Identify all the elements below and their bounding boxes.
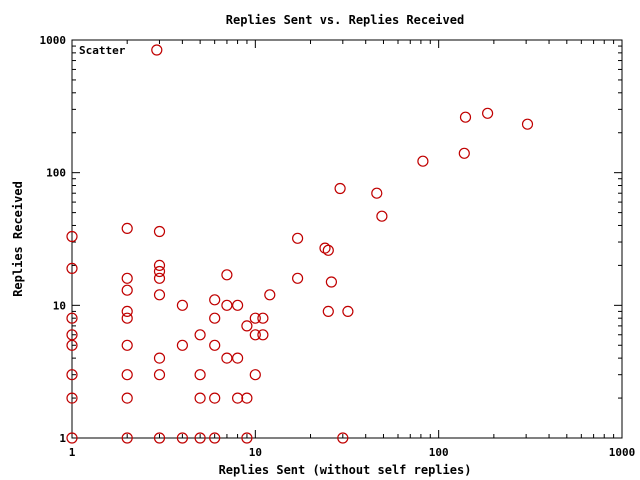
data-point (325, 276, 337, 288)
data-point (221, 352, 233, 364)
data-point (153, 352, 166, 364)
plot-frame (71, 39, 623, 439)
data-point (221, 269, 233, 281)
data-point (66, 230, 78, 243)
chart-title: Replies Sent vs. Replies Received (226, 13, 464, 27)
y-tick-label: 10 (53, 299, 66, 312)
data-point (249, 329, 261, 341)
data-point (334, 182, 346, 195)
data-point (482, 107, 494, 119)
legend-entry: Scatter (79, 44, 126, 57)
data-point (66, 262, 78, 274)
data-point (249, 312, 261, 324)
data-point (257, 312, 269, 324)
data-point (241, 392, 253, 404)
data-points (66, 44, 534, 444)
data-point (322, 305, 334, 317)
data-point (121, 222, 133, 234)
data-point (153, 369, 166, 381)
data-point (176, 339, 188, 351)
data-point (209, 392, 221, 404)
data-point (322, 244, 334, 256)
data-point (66, 369, 78, 381)
data-point (176, 299, 188, 311)
data-point (151, 44, 163, 56)
x-axis-label: Replies Sent (without self replies) (219, 463, 472, 477)
data-point (153, 289, 166, 301)
x-tick-label: 1 (69, 446, 76, 459)
x-tick-label: 1000 (609, 446, 636, 459)
data-point (209, 312, 221, 324)
data-point (66, 392, 78, 404)
data-point (209, 294, 221, 306)
data-point (209, 432, 221, 444)
data-point (292, 232, 304, 244)
data-point (232, 392, 244, 404)
y-tick-label: 1 (59, 432, 66, 445)
data-point (194, 392, 206, 404)
data-point (221, 299, 233, 311)
data-point (241, 320, 253, 332)
data-point (121, 339, 133, 351)
data-point (121, 312, 133, 324)
data-point (66, 432, 78, 444)
data-point (249, 369, 261, 381)
data-point (66, 339, 78, 351)
data-point (153, 432, 166, 444)
data-point (292, 272, 304, 284)
data-point (417, 155, 429, 167)
data-point (209, 339, 221, 351)
data-point (241, 432, 253, 444)
y-tick-label: 1000 (40, 34, 67, 47)
data-point (153, 259, 166, 271)
data-point (194, 369, 206, 381)
y-tick-label: 100 (46, 167, 66, 180)
data-point (194, 329, 206, 341)
axis-tick-labels: 1 10 100 1000 1 10 100 1000 (40, 34, 636, 459)
data-point (121, 305, 133, 317)
data-point (121, 284, 133, 296)
data-point (194, 432, 206, 444)
data-point (257, 329, 269, 341)
data-point (337, 432, 349, 444)
data-point (342, 305, 354, 317)
x-tick-label: 10 (249, 446, 262, 459)
y-axis-label: Replies Received (11, 181, 25, 297)
data-point (121, 272, 133, 284)
data-point (176, 432, 188, 444)
axis-ticks (71, 39, 623, 439)
data-point (153, 265, 166, 278)
data-point (319, 242, 331, 254)
data-point (121, 432, 133, 444)
data-point (376, 210, 388, 222)
data-point (121, 392, 133, 404)
data-point (264, 289, 276, 301)
data-point (371, 187, 383, 199)
data-point (153, 272, 166, 284)
data-point (521, 118, 534, 130)
data-point (66, 312, 78, 324)
data-point (232, 352, 244, 364)
data-point (153, 225, 166, 238)
data-point (121, 369, 133, 381)
data-point (458, 147, 470, 159)
data-point (232, 299, 244, 311)
data-point (459, 111, 472, 123)
x-tick-label: 100 (429, 446, 449, 459)
